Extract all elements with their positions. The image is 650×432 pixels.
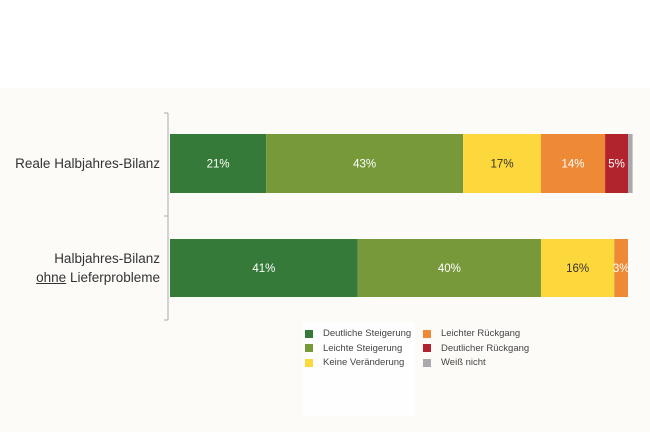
legend-label: Keine Veränderung: [323, 357, 405, 368]
category-label-real: Reale Halbjahres-Bilanz: [15, 154, 160, 173]
bar-segment: [540, 134, 606, 193]
bar-segment: [357, 239, 541, 297]
legend-label: Weiß nicht: [441, 357, 486, 368]
bar-segment: [463, 134, 541, 193]
category-label-line: Halbjahres-Bilanz: [54, 251, 160, 266]
data-label: 16%: [566, 263, 589, 275]
legend-swatch: [305, 344, 313, 352]
legend-swatch: [423, 344, 431, 352]
category-label-line: Reale Halbjahres-Bilanz: [15, 156, 160, 171]
data-label: 21%: [207, 159, 230, 171]
bar-segment: [540, 239, 615, 297]
data-label: 14%: [562, 159, 585, 171]
legend-swatch: [423, 358, 431, 367]
legend-item: Leichte Steigerung: [305, 343, 402, 354]
underlined-word: ohne: [36, 270, 67, 285]
legend-label: Leichte Steigerung: [323, 342, 403, 354]
data-label: 17%: [491, 159, 514, 171]
category-label-rest: Lieferprobleme: [66, 270, 160, 285]
legend-swatch: [423, 329, 431, 338]
category-label-without-supply-issues: Halbjahres-Bilanz ohne Lieferprobleme: [36, 249, 160, 287]
bar-segment: [614, 239, 628, 297]
legend-item: Leichter Rückgang: [423, 328, 520, 339]
bar-segment: [628, 134, 633, 193]
legend-swatch: [305, 358, 313, 367]
category-axis: [164, 112, 169, 321]
data-label: 41%: [252, 263, 275, 275]
legend-label: Deutliche Steigerung: [323, 328, 412, 339]
legend-item: Deutlicher Rückgang: [423, 343, 529, 354]
legend-item: Weiß nicht: [423, 357, 486, 368]
bar-segment: [170, 134, 267, 193]
legend-item: Deutliche Steigerung: [305, 328, 411, 339]
legend-swatch: [305, 329, 313, 338]
bar-segment: [266, 134, 464, 193]
data-label: 40%: [438, 263, 461, 275]
legend-item: Keine Veränderung: [305, 357, 404, 368]
data-label: 5%: [608, 159, 625, 171]
legend-label: Deutlicher Rückgang: [441, 342, 530, 354]
legend-background: [303, 322, 415, 416]
data-label: 3%: [613, 263, 630, 275]
data-label: 43%: [353, 159, 376, 171]
legend-label: Leichter Rückgang: [441, 328, 521, 339]
bar-segment: [605, 134, 628, 193]
bar-segment: [170, 239, 358, 297]
